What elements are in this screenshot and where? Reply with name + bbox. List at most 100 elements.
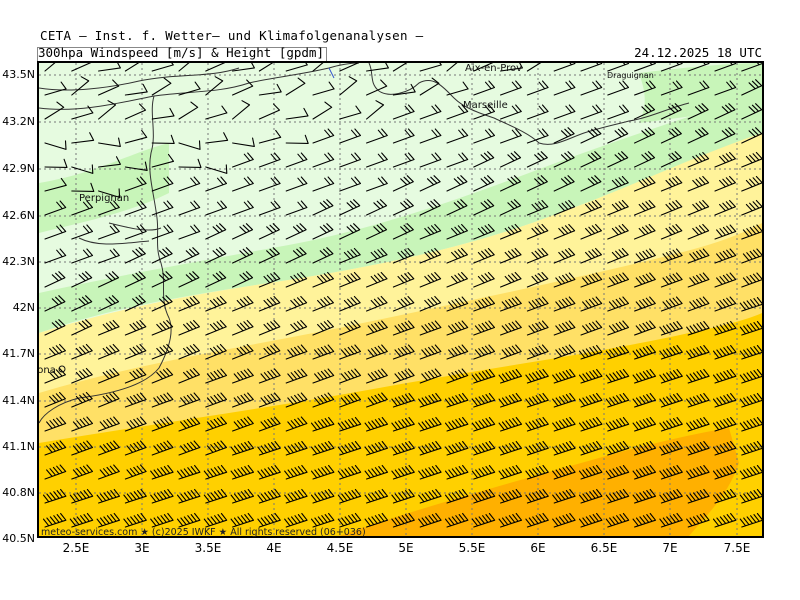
wind-barb bbox=[310, 488, 335, 504]
wind-barb bbox=[659, 392, 683, 408]
wind-barb bbox=[339, 368, 362, 384]
wind-barb bbox=[607, 296, 630, 312]
wind-barb bbox=[605, 512, 630, 528]
wind-barb bbox=[552, 368, 576, 384]
wind-barb bbox=[151, 134, 175, 144]
wind-barb bbox=[634, 223, 656, 240]
wind-barb bbox=[632, 488, 657, 504]
wind-barb bbox=[98, 367, 120, 384]
wind-barb bbox=[686, 368, 710, 384]
wind-barb bbox=[418, 464, 442, 480]
wind-barb bbox=[446, 104, 469, 120]
wind-barb bbox=[98, 464, 120, 480]
wind-barb bbox=[473, 320, 496, 336]
wind-barb bbox=[605, 464, 630, 480]
wind-barb bbox=[366, 271, 388, 288]
wind-barb bbox=[714, 248, 737, 264]
wind-barb bbox=[607, 104, 630, 120]
wind-barb bbox=[366, 100, 385, 120]
wind-barb bbox=[498, 464, 523, 480]
wind-barb bbox=[471, 368, 496, 384]
wind-barb bbox=[178, 81, 201, 96]
wind-barb bbox=[151, 343, 174, 360]
wind-barb bbox=[525, 488, 549, 504]
wind-barb bbox=[205, 295, 227, 312]
wind-barb bbox=[741, 248, 764, 264]
wind-barb bbox=[151, 224, 174, 240]
wind-barb bbox=[659, 416, 683, 432]
wind-barb bbox=[418, 416, 442, 432]
wind-barb bbox=[178, 271, 200, 288]
lon-label: 4.5E bbox=[326, 541, 354, 555]
wind-barb bbox=[285, 223, 307, 240]
wind-barb bbox=[605, 392, 630, 408]
wind-barb bbox=[714, 103, 736, 120]
wind-barb bbox=[98, 100, 117, 120]
wind-barb bbox=[205, 416, 228, 432]
wind-barb bbox=[712, 416, 737, 432]
wind-map[interactable]: Aix-en-Prov Draguignan Marseille Perpign… bbox=[6, 52, 764, 538]
wind-barb bbox=[526, 344, 549, 360]
wind-barb bbox=[526, 151, 548, 168]
wind-barb bbox=[741, 103, 763, 120]
lat-label: 41.4N bbox=[2, 394, 35, 407]
wind-barb bbox=[151, 416, 174, 432]
wind-barb bbox=[526, 271, 549, 288]
wind-barb bbox=[69, 488, 94, 504]
wind-barb bbox=[500, 320, 522, 336]
wind-barb bbox=[205, 200, 228, 216]
wind-barb bbox=[312, 319, 334, 336]
wind-barb bbox=[659, 464, 683, 480]
wind-barb bbox=[151, 319, 174, 336]
wind-barb bbox=[419, 247, 442, 264]
wind-barb bbox=[687, 175, 710, 192]
wind-barb bbox=[124, 367, 147, 384]
wind-barb bbox=[257, 512, 281, 528]
wind-barb bbox=[151, 367, 174, 384]
wind-barb bbox=[392, 128, 415, 144]
wind-barb bbox=[578, 488, 603, 504]
wind-barb bbox=[739, 296, 764, 312]
wind-barb bbox=[444, 440, 469, 456]
band-orange bbox=[339, 428, 739, 536]
wind-barb bbox=[552, 512, 576, 528]
wind-barb bbox=[258, 103, 281, 120]
wind-barb bbox=[71, 200, 94, 216]
wind-barb bbox=[498, 368, 523, 384]
copyright-credit: meteo-services.com ★ (c)2025 IWKF ★ All … bbox=[41, 527, 366, 538]
wind-barb bbox=[98, 79, 120, 96]
wind-barb bbox=[205, 223, 227, 240]
wind-barb bbox=[392, 295, 415, 312]
wind-barb bbox=[498, 392, 523, 408]
wind-barb bbox=[339, 199, 361, 216]
wind-barb bbox=[258, 129, 282, 144]
wind-barb bbox=[392, 104, 415, 120]
wind-barb bbox=[366, 79, 388, 96]
wind-barb bbox=[446, 368, 469, 384]
wind-barb bbox=[230, 464, 255, 480]
wind-barb bbox=[98, 295, 120, 312]
band-green bbox=[39, 93, 762, 333]
wind-barb bbox=[471, 512, 496, 528]
wind-barb bbox=[446, 152, 469, 168]
wind-barb bbox=[525, 440, 549, 456]
wind-barb bbox=[232, 223, 254, 240]
wind-barb bbox=[71, 391, 93, 408]
wind-barb bbox=[232, 79, 254, 96]
wind-barb bbox=[714, 127, 736, 144]
wind-barb bbox=[714, 151, 736, 168]
wind-barb bbox=[500, 175, 522, 192]
wind-barb bbox=[339, 152, 362, 168]
wind-barb bbox=[285, 344, 308, 360]
wind-barb bbox=[337, 512, 362, 528]
wind-barb bbox=[552, 392, 576, 408]
wind-barb bbox=[285, 152, 308, 168]
wind-barb bbox=[339, 76, 358, 96]
wind-barb bbox=[258, 295, 281, 312]
wind-barb bbox=[473, 296, 496, 312]
wind-barb bbox=[69, 512, 94, 528]
wind-barb bbox=[634, 248, 656, 264]
wind-barb bbox=[687, 80, 710, 96]
wind-barb bbox=[419, 271, 442, 288]
wind-barb bbox=[634, 320, 656, 336]
